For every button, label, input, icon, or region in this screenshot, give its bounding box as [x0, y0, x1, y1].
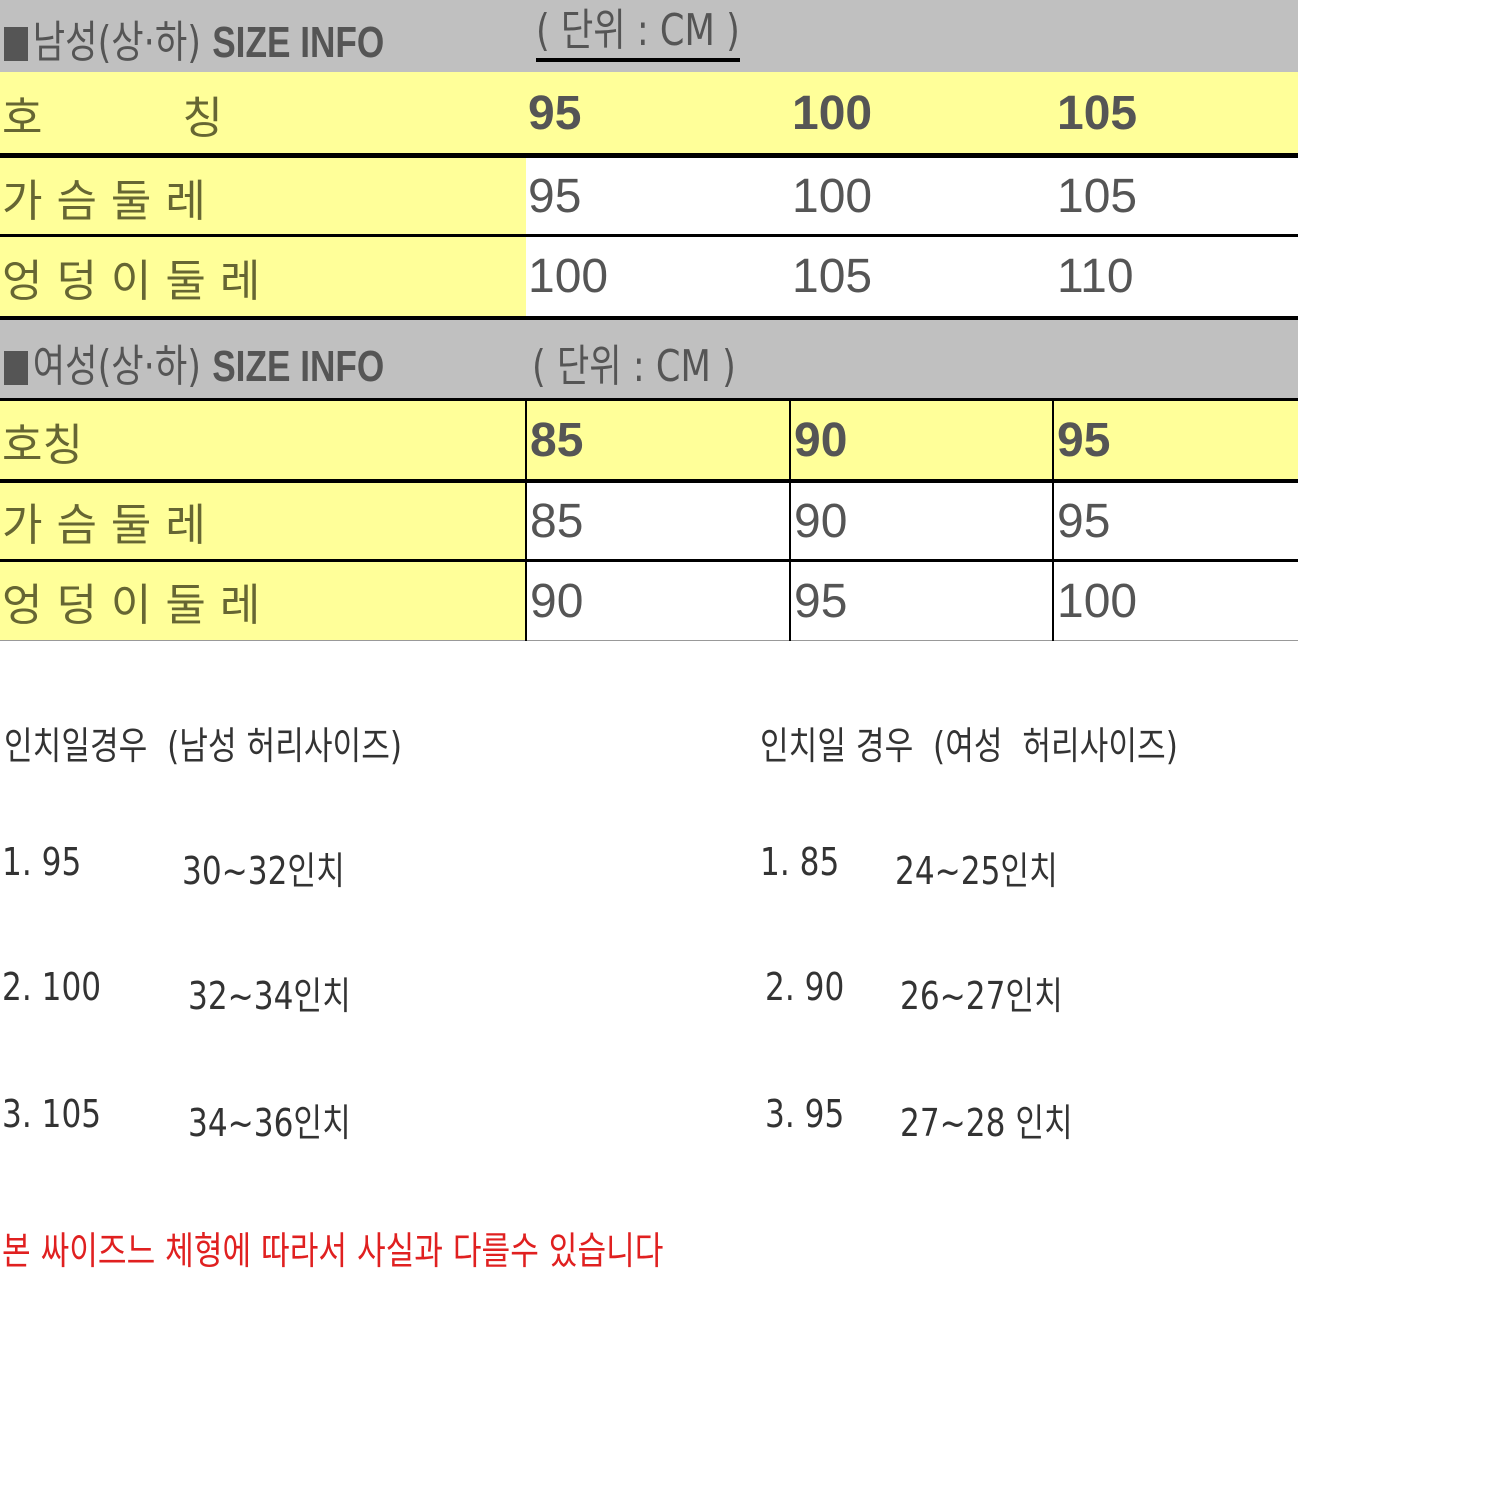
women-hip-label: 엉 덩 이 둘 레 — [0, 562, 526, 640]
men-header-row: 호 칭 95 100 105 — [0, 72, 1298, 155]
men-hip-0: 100 — [528, 250, 609, 303]
men-inch-title: 인치일경우 (남성 허리사이즈) — [4, 724, 403, 768]
square-bullet-icon — [4, 351, 28, 385]
women-inch-value-2: 27~28 인치 — [900, 1101, 1073, 1145]
women-hip-2: 100 — [1057, 574, 1138, 628]
women-size-0: 85 — [530, 414, 584, 467]
men-inch-size-0: 1. 95 — [2, 840, 82, 884]
women-size-2: 95 — [1057, 414, 1111, 467]
men-section-header: 남성(상·하) SIZE INFO ( 단위 : CM ) — [0, 0, 1298, 72]
column-divider — [525, 401, 527, 641]
men-hip-1: 105 — [792, 250, 873, 303]
divider — [0, 398, 1298, 401]
men-title: 남성(상·하) SIZE INFO — [4, 6, 384, 70]
women-chest-0: 85 — [530, 494, 584, 548]
women-header-label: 호칭 — [0, 401, 526, 480]
men-hip-2: 110 — [1057, 250, 1134, 303]
men-hip-label: 엉 덩 이 둘 레 — [0, 237, 526, 316]
women-section-header: 여성(상·하) SIZE INFO ( 단위 : CM ) — [0, 320, 1298, 398]
men-chest-0: 95 — [528, 170, 582, 223]
men-title-ko: 남성(상·하) — [32, 17, 201, 68]
men-inch-size-2: 3. 105 — [2, 1092, 102, 1136]
men-title-en: SIZE INFO — [212, 18, 385, 67]
men-size-1: 100 — [792, 87, 873, 140]
divider — [0, 153, 1298, 158]
divider — [0, 640, 1298, 641]
men-chest-row: 가 슴 둘 레 95 100 105 — [0, 158, 1298, 235]
men-chest-label: 가 슴 둘 레 — [0, 158, 526, 235]
men-size-0: 95 — [528, 87, 582, 140]
men-size-2: 105 — [1057, 87, 1138, 140]
women-inch-size-1: 2. 90 — [765, 965, 845, 1009]
women-chest-row: 가 슴 둘 레 85 90 95 — [0, 483, 1298, 559]
women-inch-value-0: 24~25인치 — [895, 849, 1058, 893]
divider — [0, 479, 1298, 483]
women-chest-2: 95 — [1057, 494, 1111, 548]
notice-text: 본 싸이즈느 체형에 따라서 사실과 다를수 있습니다 — [2, 1229, 664, 1273]
women-size-1: 90 — [794, 414, 848, 467]
women-title-en: SIZE INFO — [212, 342, 385, 391]
women-inch-value-1: 26~27인치 — [900, 974, 1063, 1018]
women-hip-row: 엉 덩 이 둘 레 90 95 100 — [0, 562, 1298, 640]
men-inch-size-1: 2. 100 — [2, 965, 102, 1009]
women-title: 여성(상·하) SIZE INFO — [4, 330, 384, 394]
divider — [0, 234, 1298, 237]
men-hip-row: 엉 덩 이 둘 레 100 105 110 — [0, 237, 1298, 316]
men-inch-value-2: 34~36인치 — [188, 1101, 351, 1145]
men-header-label: 호 칭 — [0, 72, 526, 155]
men-unit: ( 단위 : CM ) — [536, 0, 740, 62]
women-hip-0: 90 — [530, 574, 584, 628]
women-chest-1: 90 — [794, 494, 848, 548]
women-inch-size-2: 3. 95 — [765, 1092, 845, 1136]
women-title-ko: 여성(상·하) — [32, 341, 201, 392]
men-chest-2: 105 — [1057, 170, 1138, 223]
men-chest-1: 100 — [792, 170, 873, 223]
column-divider — [1052, 401, 1054, 641]
square-bullet-icon — [4, 27, 28, 61]
women-inch-title: 인치일 경우 (여성 허리사이즈) — [760, 724, 1178, 768]
women-hip-1: 95 — [794, 574, 848, 628]
women-inch-size-0: 1. 85 — [760, 840, 840, 884]
divider — [0, 559, 1298, 562]
column-divider — [789, 401, 791, 641]
women-unit: ( 단위 : CM ) — [532, 341, 736, 392]
women-header-row: 호칭 85 90 95 — [0, 401, 1298, 480]
divider — [0, 316, 1298, 320]
women-chest-label: 가 슴 둘 레 — [0, 483, 526, 559]
men-inch-value-1: 32~34인치 — [188, 974, 351, 1018]
men-inch-value-0: 30~32인치 — [182, 849, 345, 893]
